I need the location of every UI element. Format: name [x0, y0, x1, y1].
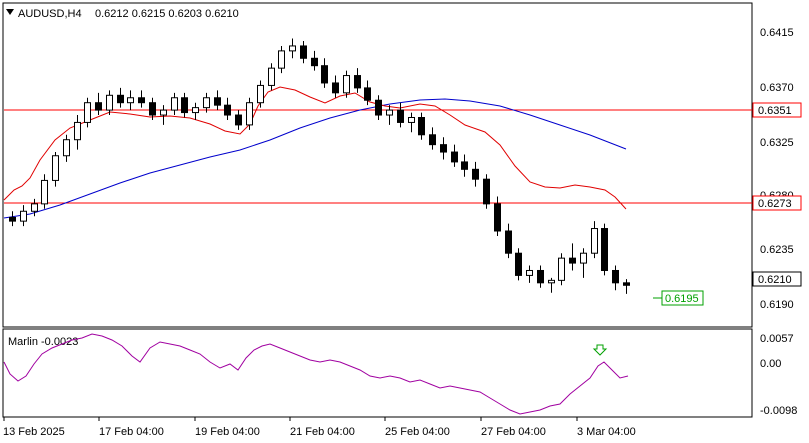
bearish-candle[interactable]	[612, 269, 619, 284]
bullish-candle[interactable]	[268, 67, 275, 86]
ohlc-label: 0.6212 0.6215 0.6203 0.6210	[95, 8, 239, 20]
time-label-2: 19 Feb 04:00	[195, 426, 260, 438]
bullish-candle[interactable]	[343, 75, 350, 94]
bearish-candle[interactable]	[149, 102, 156, 116]
bullish-candle[interactable]	[526, 269, 533, 276]
bearish-candle[interactable]	[623, 282, 630, 286]
level-tag-upper	[752, 102, 802, 118]
price-tick-5: 0.6190	[760, 299, 794, 311]
bullish-candle[interactable]	[20, 210, 27, 222]
bullish-candle[interactable]	[84, 102, 91, 123]
target-price: 0.6195	[665, 293, 699, 305]
bullish-candle[interactable]	[31, 203, 38, 212]
bearish-candle[interactable]	[375, 99, 382, 116]
bearish-candle[interactable]	[95, 102, 102, 111]
bearish-candle[interactable]	[505, 230, 512, 254]
time-label-5: 27 Feb 04:00	[481, 426, 546, 438]
bearish-candle[interactable]	[483, 178, 490, 205]
triangle-down-icon[interactable]	[6, 9, 14, 15]
bearish-candle[interactable]	[214, 97, 221, 106]
bearish-candle[interactable]	[601, 228, 608, 271]
bearish-candle[interactable]	[472, 168, 479, 180]
price-tick-1: 0.6370	[760, 82, 794, 94]
bullish-candle[interactable]	[171, 97, 178, 111]
level-price-lower: 0.6273	[758, 198, 792, 210]
level-price-upper: 0.6351	[758, 105, 792, 117]
price-tick-2: 0.6325	[760, 137, 794, 149]
bearish-candle[interactable]	[181, 97, 188, 114]
bullish-candle[interactable]	[203, 97, 210, 109]
time-label-4: 25 Feb 04:00	[385, 426, 450, 438]
slow-moving-average-line	[3, 98, 627, 219]
price-tick-4: 0.6235	[760, 244, 794, 256]
bearish-candle[interactable]	[224, 104, 231, 116]
level-tag-lower	[752, 195, 802, 211]
bullish-candle[interactable]	[63, 139, 70, 157]
bearish-candle[interactable]	[418, 117, 425, 136]
bearish-candle[interactable]	[451, 151, 458, 163]
time-label-3: 21 Feb 04:00	[290, 426, 355, 438]
bearish-candle[interactable]	[117, 94, 124, 104]
bullish-candle[interactable]	[408, 117, 415, 123]
bullish-candle[interactable]	[192, 107, 199, 114]
target-price-tag[interactable]	[661, 290, 704, 306]
bullish-candle[interactable]	[41, 179, 48, 205]
price-tick-0: 0.6415	[760, 27, 794, 39]
bullish-candle[interactable]	[278, 50, 285, 69]
bearish-candle[interactable]	[461, 161, 468, 170]
bullish-candle[interactable]	[160, 109, 167, 116]
symbol-label: AUDUSD,H4	[18, 8, 82, 20]
bullish-candle[interactable]	[74, 121, 81, 141]
time-label-6: 3 Mar 04:00	[577, 426, 636, 438]
candles-group	[9, 38, 630, 294]
bullish-candle[interactable]	[580, 252, 587, 264]
time-label-0: 13 Feb 2025	[3, 426, 65, 438]
oscillator-line	[3, 333, 629, 415]
bullish-candle[interactable]	[257, 84, 264, 104]
indicator-tick-2: -0.0098	[760, 405, 797, 417]
bearish-candle[interactable]	[515, 252, 522, 276]
bearish-candle[interactable]	[332, 82, 339, 94]
bullish-candle[interactable]	[386, 109, 393, 116]
bearish-candle[interactable]	[397, 109, 404, 123]
bullish-candle[interactable]	[52, 155, 59, 181]
bullish-candle[interactable]	[246, 102, 253, 126]
bullish-candle[interactable]	[558, 257, 565, 281]
indicator-tick-0: 0.0057	[760, 333, 794, 345]
bearish-candle[interactable]	[494, 203, 501, 232]
bearish-candle[interactable]	[569, 257, 576, 264]
bearish-candle[interactable]	[440, 144, 447, 153]
bearish-candle[interactable]	[311, 57, 318, 67]
bearish-candle[interactable]	[429, 134, 436, 146]
time-label-1: 17 Feb 04:00	[99, 426, 164, 438]
bullish-candle[interactable]	[127, 97, 134, 104]
indicator-pane[interactable]	[2, 328, 753, 418]
bullish-candle[interactable]	[591, 228, 598, 254]
current-price: 0.6210	[758, 274, 792, 286]
down-arrow-icon	[592, 344, 608, 356]
time-axis	[3, 417, 578, 421]
bearish-candle[interactable]	[300, 45, 307, 59]
indicator-tick-1: 0.00	[760, 358, 781, 370]
bearish-candle[interactable]	[235, 114, 242, 126]
bearish-candle[interactable]	[537, 269, 544, 284]
bullish-candle[interactable]	[548, 279, 555, 284]
bearish-candle[interactable]	[321, 65, 328, 84]
bearish-candle[interactable]	[364, 87, 371, 101]
bullish-candle[interactable]	[106, 94, 113, 111]
current-price-tag	[752, 271, 802, 287]
main-chart-pane[interactable]	[2, 2, 753, 328]
bearish-candle[interactable]	[138, 97, 145, 104]
bullish-candle[interactable]	[289, 45, 296, 52]
bearish-candle[interactable]	[354, 75, 361, 89]
bearish-candle[interactable]	[9, 216, 16, 222]
